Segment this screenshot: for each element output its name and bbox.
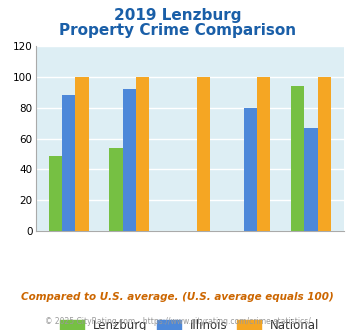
Text: Compared to U.S. average. (U.S. average equals 100): Compared to U.S. average. (U.S. average … xyxy=(21,292,334,302)
Bar xyxy=(197,77,210,231)
Bar xyxy=(62,95,76,231)
Bar xyxy=(257,77,271,231)
Bar xyxy=(76,77,89,231)
Bar xyxy=(49,155,62,231)
Text: © 2025 CityRating.com - https://www.cityrating.com/crime-statistics/: © 2025 CityRating.com - https://www.city… xyxy=(45,317,310,326)
Text: 2019 Lenzburg: 2019 Lenzburg xyxy=(114,8,241,23)
Bar xyxy=(291,86,304,231)
Bar xyxy=(109,148,123,231)
Bar xyxy=(304,128,318,231)
Bar xyxy=(123,89,136,231)
Text: Property Crime Comparison: Property Crime Comparison xyxy=(59,23,296,38)
Legend: Lenzburg, Illinois, National: Lenzburg, Illinois, National xyxy=(55,314,324,330)
Bar xyxy=(136,77,149,231)
Bar xyxy=(244,108,257,231)
Bar xyxy=(318,77,331,231)
